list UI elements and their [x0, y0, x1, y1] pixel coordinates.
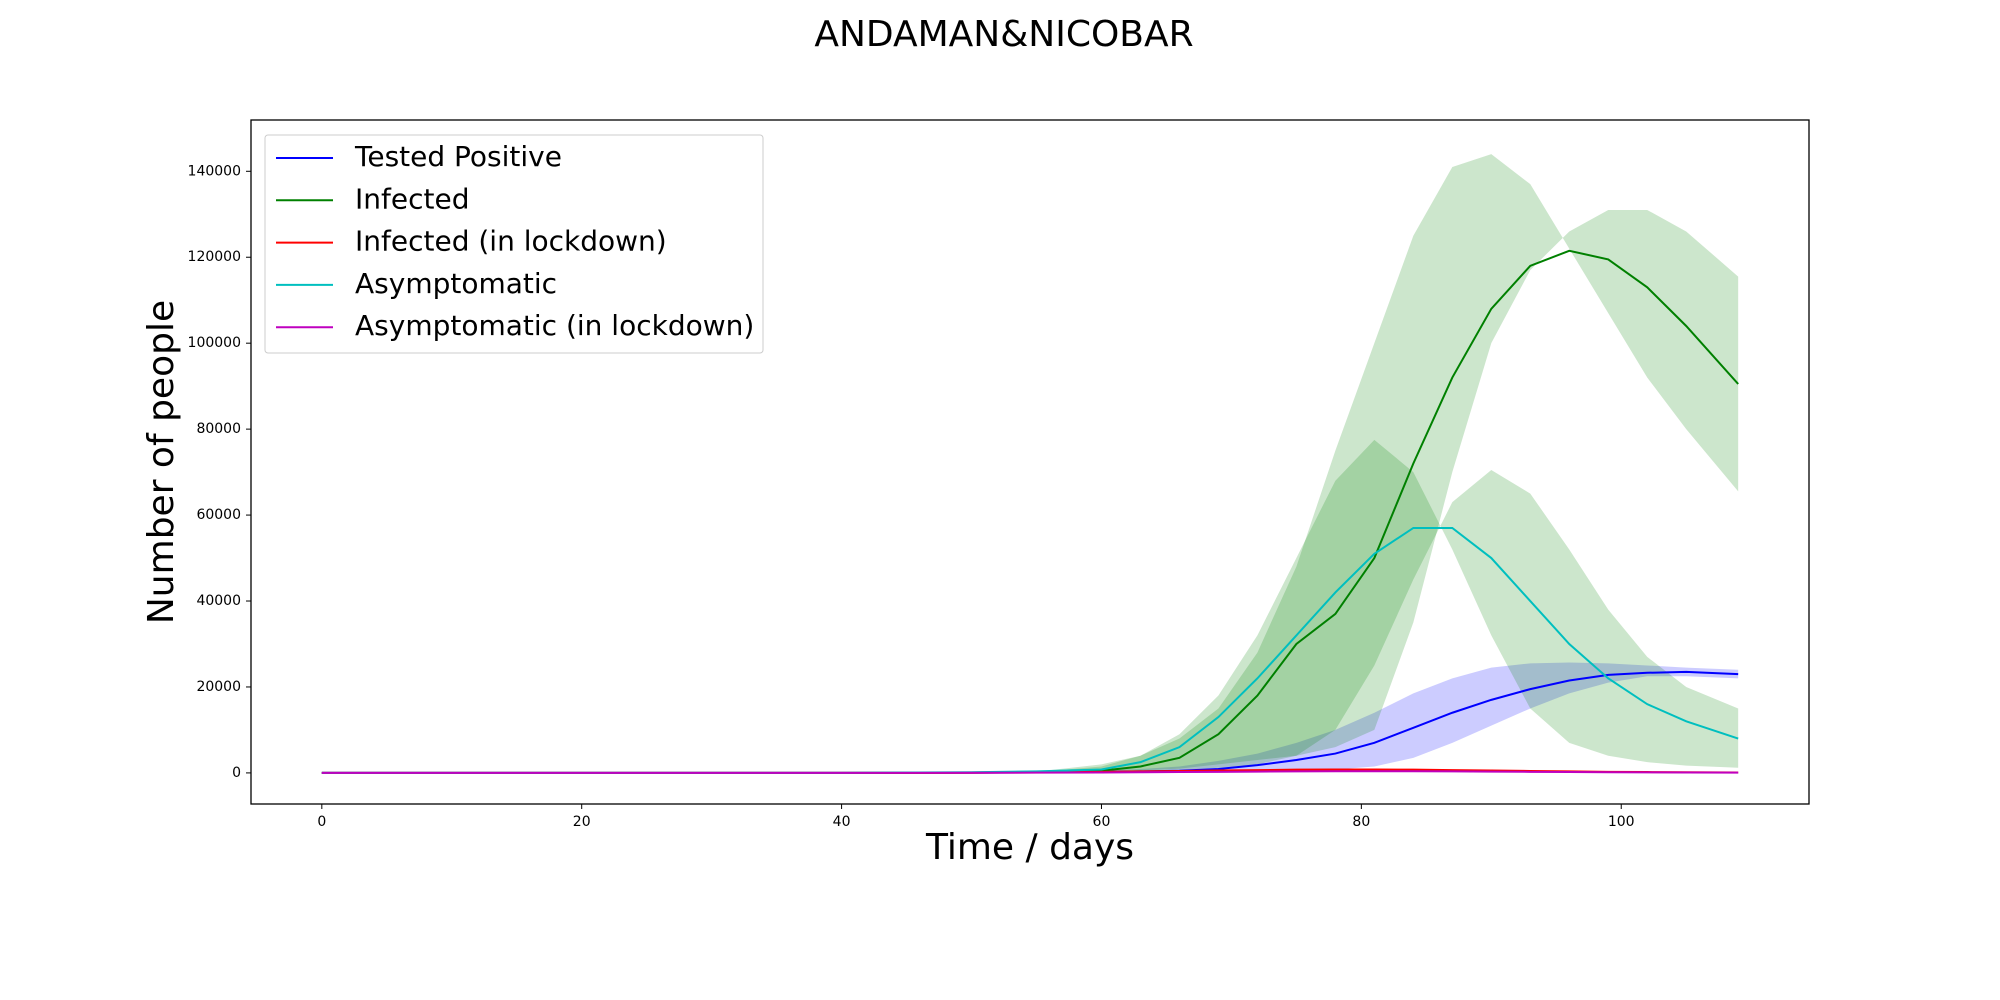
x-tick-label: 0	[317, 814, 326, 830]
y-tick-label: 40000	[196, 593, 241, 609]
x-tick-label: 40	[833, 814, 851, 830]
y-tick-label: 100000	[188, 335, 241, 351]
x-tick-label: 100	[1608, 814, 1635, 830]
y-tick-label: 60000	[196, 507, 241, 523]
chart-title: ANDAMAN&NICOBAR	[814, 14, 1193, 55]
confidence-band	[321, 439, 1739, 773]
confidence-band	[321, 662, 1739, 773]
y-tick-label: 140000	[188, 163, 241, 179]
x-tick-label: 60	[1093, 814, 1111, 830]
x-axis-label: Time / days	[925, 827, 1134, 868]
legend-label: Asymptomatic	[355, 267, 557, 300]
series-line	[321, 770, 1739, 774]
x-tick-label: 80	[1352, 814, 1370, 830]
legend-label: Infected	[355, 182, 469, 215]
y-tick-label: 120000	[188, 249, 241, 265]
x-tick-label: 20	[573, 814, 591, 830]
legend-label: Infected (in lockdown)	[355, 225, 667, 258]
legend-label: Tested Positive	[354, 140, 562, 173]
legend-label: Asymptomatic (in lockdown)	[355, 309, 754, 342]
plot-frame	[250, 119, 1810, 805]
y-tick-label: 20000	[196, 679, 241, 695]
confidence-band	[321, 154, 1739, 773]
y-tick-label: 80000	[196, 421, 241, 437]
legend-box	[264, 134, 764, 354]
y-tick-label: 0	[232, 765, 241, 781]
y-axis-label: Number of people	[141, 300, 182, 624]
